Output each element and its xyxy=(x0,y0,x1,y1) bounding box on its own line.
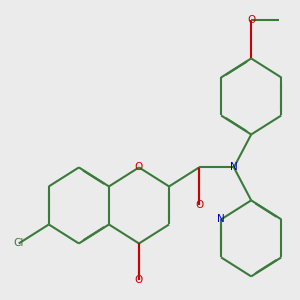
Text: Cl: Cl xyxy=(14,238,24,248)
Text: O: O xyxy=(135,274,143,285)
Text: O: O xyxy=(247,15,255,26)
Text: O: O xyxy=(135,162,143,172)
Text: O: O xyxy=(195,200,203,210)
Text: N: N xyxy=(230,162,238,172)
Text: N: N xyxy=(217,214,225,224)
